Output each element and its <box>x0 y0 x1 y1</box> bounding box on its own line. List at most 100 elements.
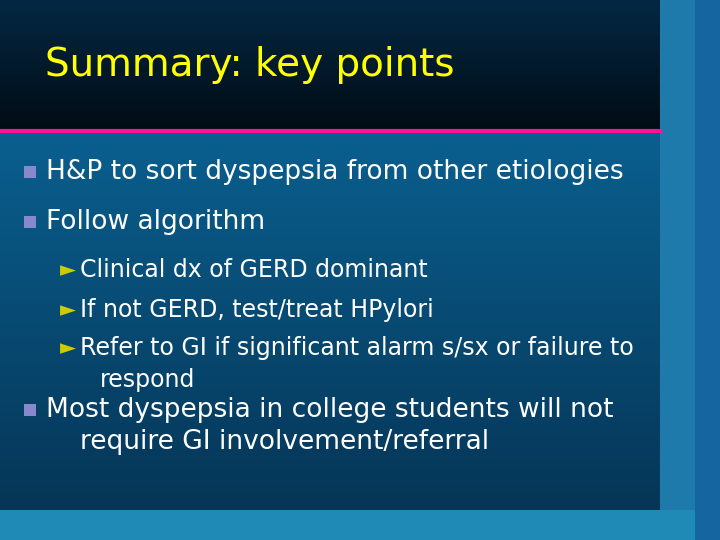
Bar <box>0 73 680 76</box>
Bar <box>0 94 680 98</box>
Bar <box>0 114 680 117</box>
Bar <box>0 110 680 113</box>
Bar <box>0 267 680 273</box>
Bar <box>0 314 680 320</box>
Bar <box>0 120 680 124</box>
Bar <box>0 406 680 412</box>
Bar <box>0 59 680 63</box>
Bar <box>24 404 36 416</box>
Bar <box>0 442 680 448</box>
Bar <box>0 36 680 39</box>
Bar <box>0 62 680 65</box>
Bar <box>0 14 680 17</box>
Bar <box>0 154 680 161</box>
Bar <box>0 57 680 60</box>
Bar <box>0 232 680 238</box>
Bar <box>0 385 680 392</box>
Bar <box>0 123 680 126</box>
Text: Follow algorithm: Follow algorithm <box>46 209 265 235</box>
Bar <box>0 345 680 350</box>
Bar <box>0 329 680 335</box>
Bar <box>0 488 680 494</box>
Bar <box>0 21 680 24</box>
Bar <box>0 3 680 6</box>
Bar <box>0 0 680 2</box>
Bar <box>0 112 680 115</box>
Bar <box>0 462 680 468</box>
Bar <box>0 273 680 279</box>
Bar <box>0 201 680 207</box>
Bar <box>0 529 680 535</box>
Bar <box>0 8 680 11</box>
Text: If not GERD, test/treat HPylori: If not GERD, test/treat HPylori <box>80 298 433 322</box>
Bar <box>0 66 680 69</box>
Bar <box>660 0 720 540</box>
Bar <box>0 401 680 407</box>
Text: Most dyspepsia in college students will not: Most dyspepsia in college students will … <box>46 397 613 423</box>
Bar <box>0 84 680 86</box>
Bar <box>0 447 680 453</box>
Text: H&P to sort dyspepsia from other etiologies: H&P to sort dyspepsia from other etiolog… <box>46 159 624 185</box>
Bar <box>0 431 680 437</box>
Bar <box>0 88 680 91</box>
Bar <box>0 503 680 509</box>
Bar <box>0 195 680 202</box>
Bar <box>0 421 680 427</box>
Bar <box>0 191 680 197</box>
Bar <box>0 116 680 119</box>
Bar <box>0 472 680 478</box>
Bar <box>0 33 680 37</box>
Bar <box>0 92 680 96</box>
Bar <box>0 303 680 309</box>
Bar <box>0 298 680 304</box>
Bar <box>0 416 680 422</box>
Bar <box>0 49 680 52</box>
Bar <box>0 150 680 156</box>
Bar <box>0 185 680 192</box>
Bar <box>0 354 680 361</box>
Bar <box>24 166 36 178</box>
Bar <box>0 308 680 314</box>
Bar <box>0 483 680 489</box>
Text: ►: ► <box>60 300 76 320</box>
Bar <box>0 426 680 433</box>
Bar <box>0 38 680 41</box>
Bar <box>695 0 720 540</box>
Bar <box>0 252 680 258</box>
Bar <box>0 23 680 26</box>
Bar <box>0 257 680 263</box>
Bar <box>0 129 680 135</box>
Bar <box>0 12 680 15</box>
Bar <box>0 510 720 540</box>
Bar <box>0 518 680 525</box>
Bar <box>0 75 680 78</box>
Bar <box>0 508 680 515</box>
Text: Clinical dx of GERD dominant: Clinical dx of GERD dominant <box>80 258 428 282</box>
Bar <box>0 134 680 140</box>
Bar <box>0 86 680 89</box>
Bar <box>0 411 680 417</box>
Bar <box>0 69 680 71</box>
Bar <box>0 364 680 371</box>
Bar <box>0 79 680 82</box>
Bar <box>0 477 680 484</box>
Bar <box>0 71 680 73</box>
Bar <box>0 221 680 227</box>
Bar <box>0 27 680 30</box>
Bar <box>0 82 680 84</box>
Text: ►: ► <box>60 260 76 280</box>
Text: require GI involvement/referral: require GI involvement/referral <box>80 429 489 455</box>
Bar <box>0 90 680 93</box>
Bar <box>0 175 680 181</box>
Bar <box>0 127 680 130</box>
Bar <box>0 144 680 151</box>
Text: respond: respond <box>100 368 195 392</box>
Bar <box>0 139 680 145</box>
Bar <box>0 1 680 4</box>
Bar <box>0 25 680 28</box>
Text: Summary: key points: Summary: key points <box>45 46 454 84</box>
Bar <box>0 42 680 45</box>
Bar <box>0 242 680 248</box>
Bar <box>0 16 680 19</box>
Bar <box>0 324 680 330</box>
